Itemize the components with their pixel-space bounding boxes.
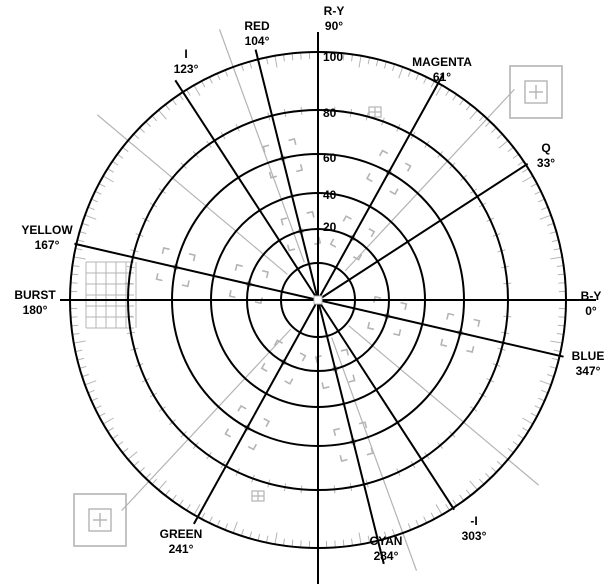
outer-scale-ticks: [70, 52, 566, 548]
burst-angle: 180°: [23, 303, 48, 317]
b-y-label: B-Y0°: [581, 289, 602, 318]
r-y-angle: 90°: [325, 19, 343, 33]
small-crosshair-box: [368, 106, 382, 118]
green-name: GREEN: [160, 527, 203, 541]
b-y-angle: 0°: [585, 304, 597, 318]
yellow-angle: 167°: [35, 238, 60, 252]
cyan-axis-line: [317, 299, 385, 565]
red-axis-line: [254, 49, 319, 301]
magenta-name: MAGENTA: [412, 55, 472, 69]
yellow-axis-line: [74, 242, 319, 301]
minus-i-axis-line: [317, 299, 455, 511]
graticule-overlay: [70, 29, 566, 571]
q-angle: 33°: [537, 156, 555, 170]
q-axis-line: [317, 163, 529, 301]
cyan-name: CYAN: [370, 534, 403, 548]
burst-name: BURST: [14, 288, 56, 302]
cyan-angle: 284°: [374, 549, 399, 563]
target-box: [155, 247, 196, 288]
q-name: Q: [541, 141, 550, 155]
center-marker: [313, 295, 323, 305]
red-name: RED: [244, 19, 270, 33]
yellow-name: YELLOW: [21, 223, 73, 237]
red-angle: 104°: [245, 34, 270, 48]
ring-label-40: 40: [323, 188, 337, 202]
small-crosshair-box: [251, 490, 265, 502]
target-box: [314, 348, 356, 390]
blue-angle: 347°: [576, 364, 601, 378]
i-axis-line: [174, 79, 319, 301]
b-y-name: B-Y: [581, 289, 602, 303]
diagonal-guide-line: [344, 88, 515, 272]
vector-axes: [60, 32, 596, 584]
ring-scale: 20 40 60 80 100: [323, 50, 343, 234]
corner-target-box-top-right: [509, 65, 563, 119]
magenta-angle: 61°: [433, 70, 451, 84]
diagonal-guide-line: [121, 328, 292, 512]
r-y-label: R-Y90°: [324, 4, 345, 33]
ring-label-80: 80: [323, 106, 337, 120]
target-box: [262, 137, 304, 179]
corner-target-box-bottom-left: [73, 493, 127, 547]
q-label: Q33°: [537, 141, 555, 170]
green-angle: 241°: [169, 542, 194, 556]
magenta-axis-line: [317, 73, 444, 301]
i-angle: 123°: [174, 62, 199, 76]
ring-label-60: 60: [323, 151, 337, 165]
minus-i-angle: 303°: [462, 529, 487, 543]
burst-grid: [85, 261, 137, 329]
blue-axis-line: [317, 299, 564, 358]
blue-name: BLUE: [572, 349, 605, 363]
ring-label-20: 20: [323, 220, 337, 234]
i-name: I: [184, 47, 187, 61]
ring-label-100: 100: [323, 50, 343, 64]
green-axis-line: [193, 299, 319, 525]
minus-i-name: -I: [470, 514, 477, 528]
r-y-name: R-Y: [324, 4, 345, 18]
